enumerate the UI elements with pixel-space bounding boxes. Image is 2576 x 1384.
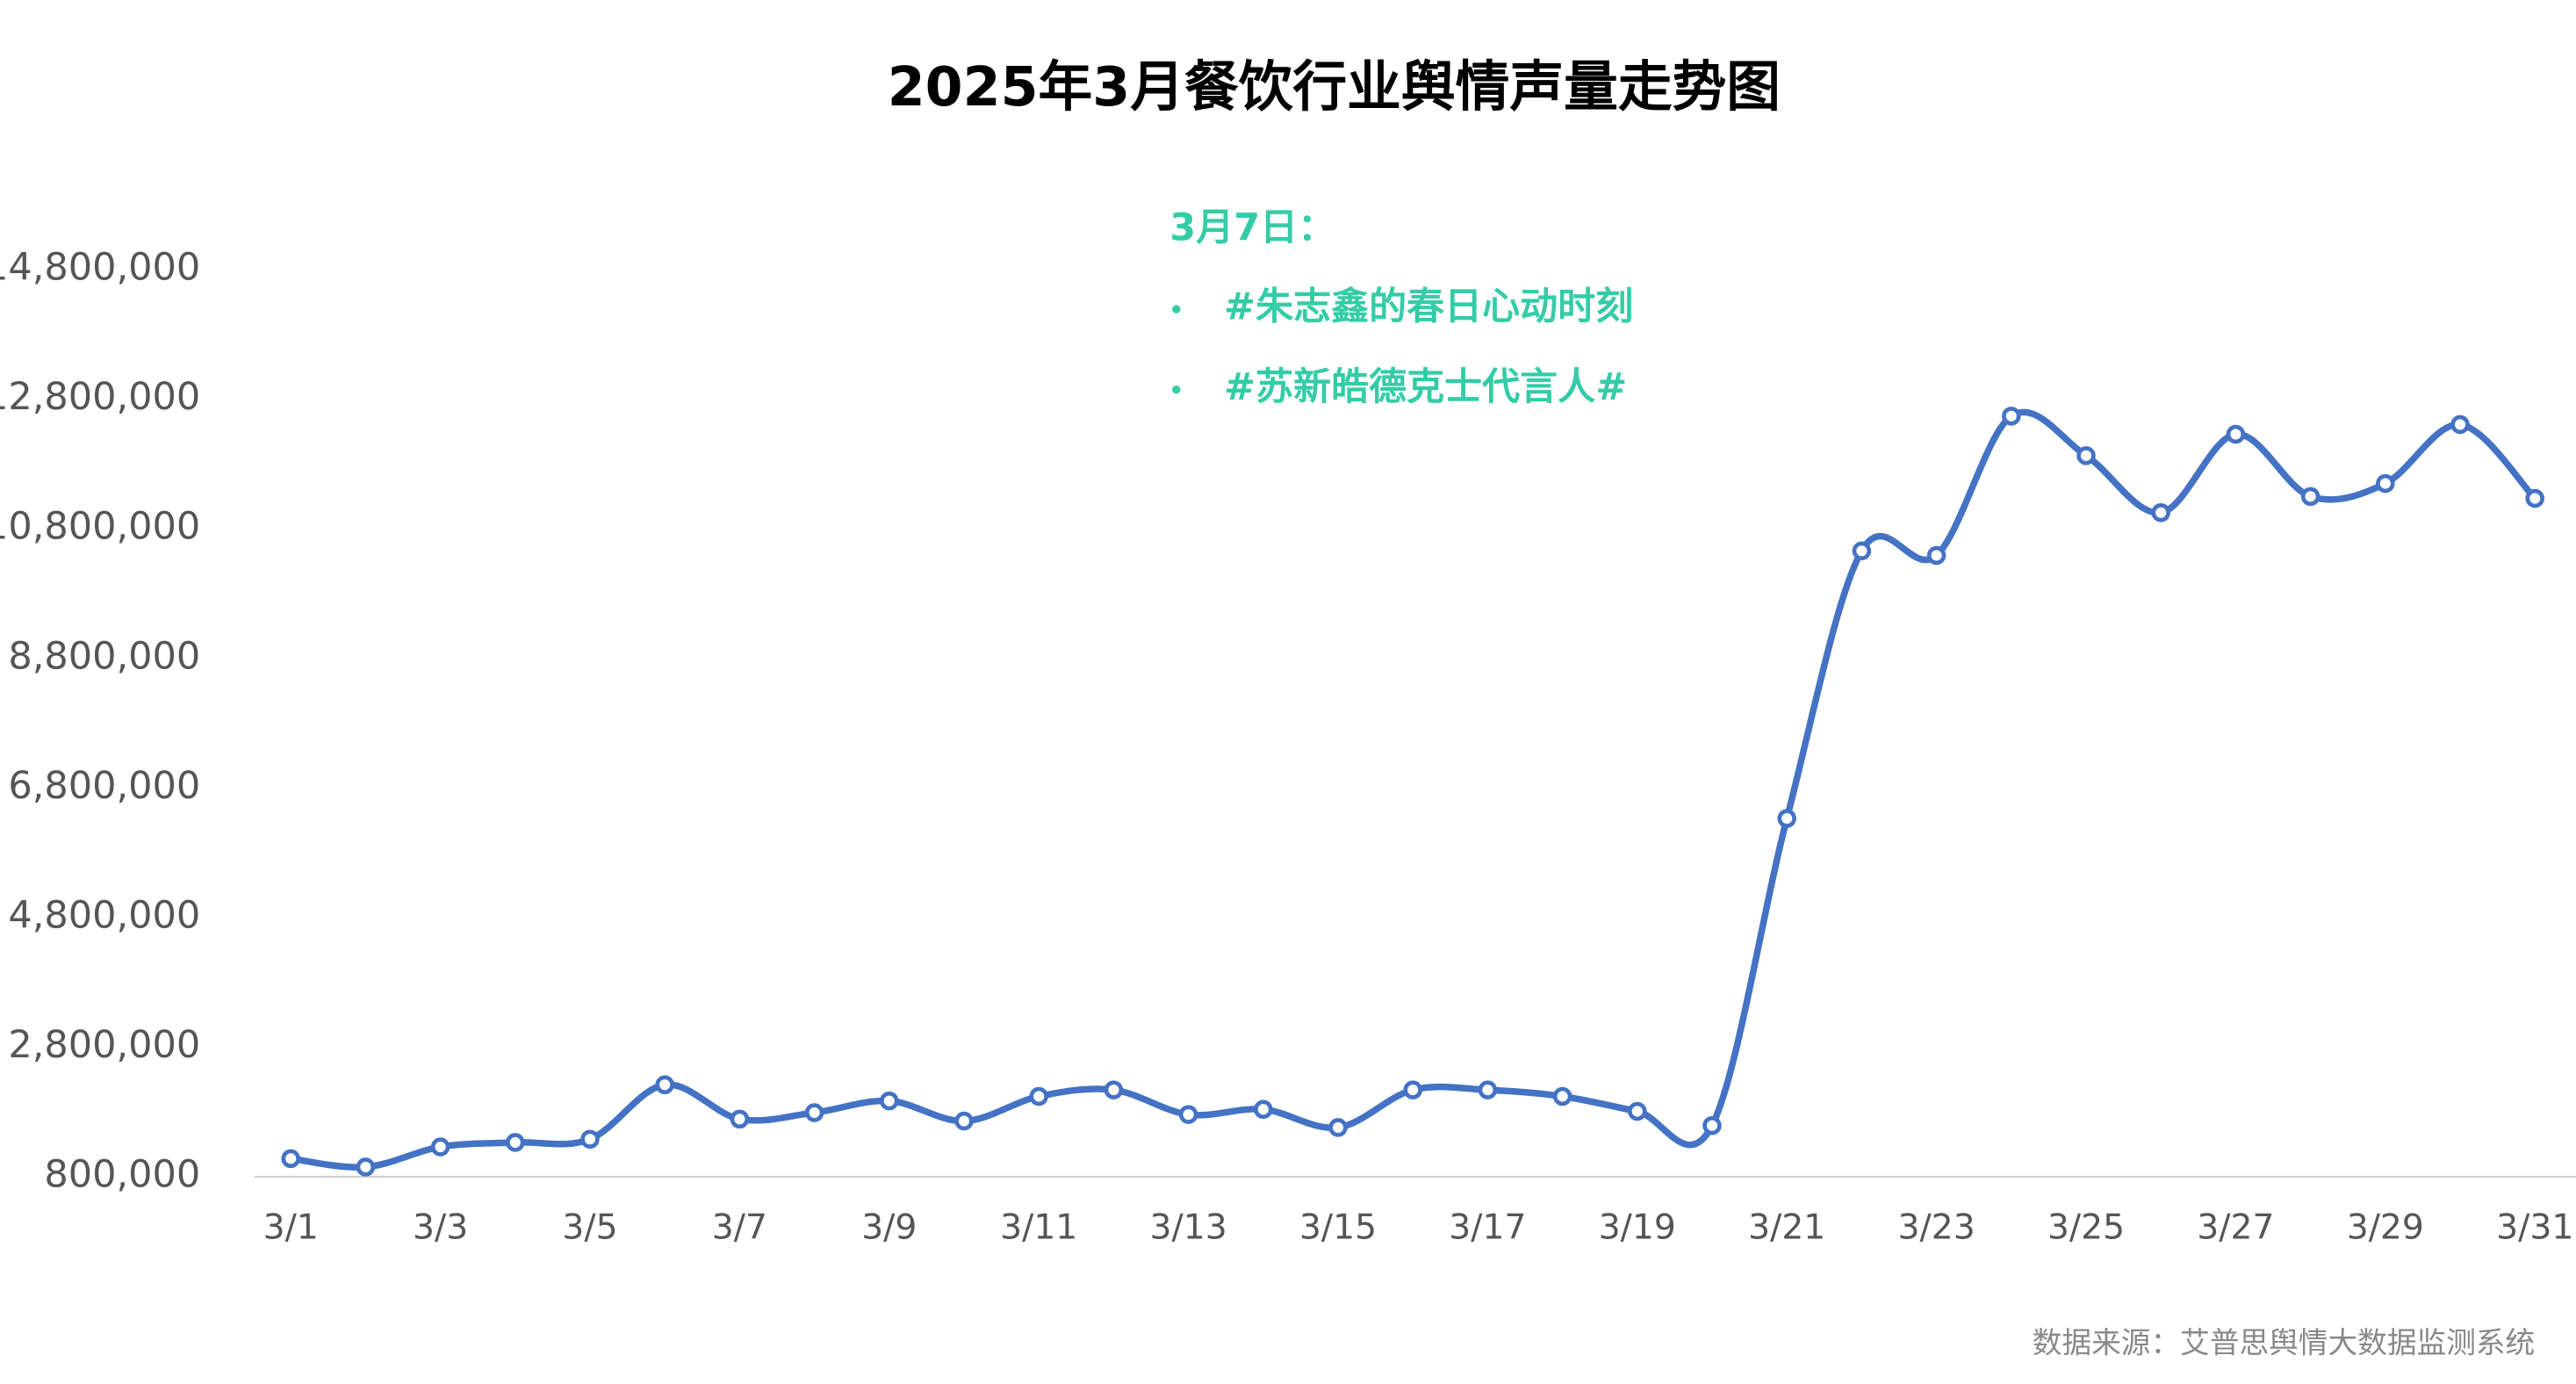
point bbox=[2300, 487, 2321, 507]
x-tick-label: 3/13 bbox=[1149, 1207, 1227, 1247]
point bbox=[2002, 407, 2021, 426]
x-tick-label: 3/23 bbox=[1898, 1207, 1975, 1247]
point bbox=[2525, 488, 2544, 508]
source-note: 数据来源：艾普思舆情大数据监测系统 bbox=[2033, 1325, 2535, 1359]
annotation-heading: 3月7日： bbox=[1169, 206, 1335, 250]
y-tick-label: 8,800,000 bbox=[8, 634, 200, 678]
y-tick-label: 14,800,000 bbox=[0, 246, 200, 290]
point bbox=[1104, 1080, 1124, 1099]
y-tick-label: 2,800,000 bbox=[8, 1023, 200, 1067]
point bbox=[1029, 1086, 1048, 1106]
x-tick-label: 3/29 bbox=[2347, 1207, 2424, 1247]
x-tick-label: 3/31 bbox=[2496, 1207, 2573, 1247]
point bbox=[1702, 1115, 1722, 1135]
point bbox=[1926, 545, 1946, 566]
x-tick-label: 3/5 bbox=[562, 1207, 617, 1247]
point bbox=[356, 1157, 376, 1177]
x-tick-label: 3/19 bbox=[1599, 1207, 1676, 1247]
point bbox=[880, 1091, 899, 1111]
point bbox=[1777, 809, 1796, 828]
point bbox=[2076, 446, 2096, 465]
bullet bbox=[1172, 386, 1181, 394]
x-tick-label: 3/27 bbox=[2197, 1207, 2274, 1247]
chart-title: 2025年3月餐饮行业舆情声量走势图 bbox=[888, 55, 1781, 119]
point bbox=[580, 1129, 600, 1149]
x-tick-label: 3/9 bbox=[861, 1207, 917, 1247]
annotation-item: #朱志鑫的春日心动时刻 bbox=[1224, 285, 1633, 329]
point bbox=[2450, 414, 2470, 435]
point bbox=[655, 1075, 674, 1094]
x-tick-label: 3/11 bbox=[1000, 1207, 1077, 1247]
point bbox=[1403, 1080, 1422, 1099]
y-tick-label: 4,800,000 bbox=[8, 893, 200, 937]
point bbox=[281, 1149, 300, 1169]
x-tick-label: 3/1 bbox=[263, 1207, 319, 1247]
line bbox=[290, 408, 2537, 1171]
point bbox=[1328, 1118, 1348, 1137]
point bbox=[430, 1137, 450, 1157]
point bbox=[2226, 424, 2246, 444]
point bbox=[2376, 473, 2395, 494]
x-tick-label: 3/3 bbox=[413, 1207, 468, 1247]
point bbox=[2151, 503, 2170, 523]
point bbox=[1628, 1101, 1647, 1121]
point bbox=[1552, 1086, 1572, 1106]
y-tick-label: 12,800,000 bbox=[0, 375, 200, 419]
bullet bbox=[1172, 305, 1181, 314]
point bbox=[1478, 1080, 1498, 1099]
point bbox=[730, 1109, 750, 1129]
point bbox=[804, 1103, 824, 1122]
x-tick-label: 3/25 bbox=[2047, 1207, 2125, 1247]
y-tick-label: 800,000 bbox=[44, 1152, 200, 1196]
annotation-item: #苏新皓德克士代言人# bbox=[1224, 365, 1627, 409]
x-tick-label: 3/17 bbox=[1449, 1207, 1526, 1247]
y-tick-label: 6,800,000 bbox=[8, 764, 200, 808]
y-tick-label: 10,800,000 bbox=[0, 505, 200, 549]
point bbox=[1178, 1105, 1198, 1124]
x-tick-label: 3/15 bbox=[1299, 1207, 1377, 1247]
point bbox=[1852, 541, 1872, 561]
point bbox=[954, 1111, 974, 1131]
point bbox=[1254, 1099, 1273, 1120]
x-tick-label: 3/21 bbox=[1748, 1207, 1825, 1247]
x-tick-label: 3/7 bbox=[712, 1207, 767, 1247]
point bbox=[506, 1133, 525, 1152]
